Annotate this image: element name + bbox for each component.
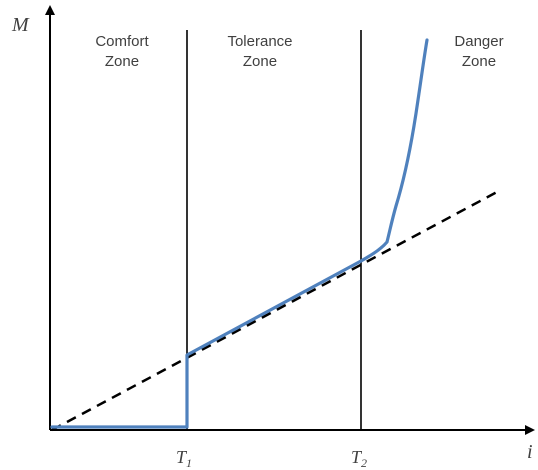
zone-label-danger-line2: Zone — [462, 53, 496, 70]
response-curve — [50, 38, 429, 429]
dashed-reference-line — [51, 190, 498, 432]
zone-label-tolerance-line2: Zone — [243, 53, 277, 70]
threshold-label-t2: T2 — [351, 447, 367, 470]
threshold-label-t2-sub: 2 — [361, 456, 367, 470]
threshold-label-t2-main: T — [351, 447, 363, 467]
threshold-label-t1: T1 — [176, 447, 192, 470]
y-axis-label: M — [11, 14, 30, 36]
zone-label-danger-line1: Danger — [454, 33, 503, 50]
zone-label-comfort-line2: Zone — [105, 53, 139, 70]
zone-label-tolerance-line1: Tolerance — [227, 33, 292, 50]
zone-label-comfort-line1: Comfort — [95, 33, 149, 50]
threshold-label-t1-main: T — [176, 447, 188, 467]
threshold-label-t1-sub: 1 — [186, 456, 192, 470]
x-axis-label: i — [527, 441, 533, 463]
